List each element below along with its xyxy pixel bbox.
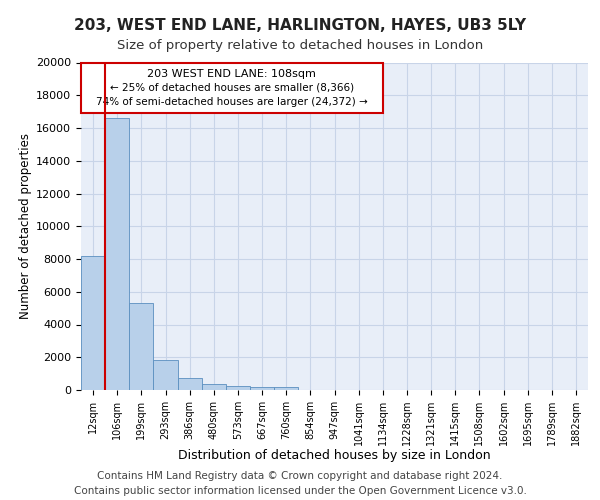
Bar [129, 303, 154, 390]
Text: 203 WEST END LANE: 108sqm: 203 WEST END LANE: 108sqm [148, 68, 316, 78]
Text: 203, WEST END LANE, HARLINGTON, HAYES, UB3 5LY: 203, WEST END LANE, HARLINGTON, HAYES, U… [74, 18, 526, 32]
Text: ← 25% of detached houses are smaller (8,366): ← 25% of detached houses are smaller (8,… [110, 83, 354, 93]
X-axis label: Distribution of detached houses by size in London: Distribution of detached houses by size … [178, 450, 491, 462]
FancyBboxPatch shape [81, 62, 383, 114]
Bar [178, 378, 202, 390]
Bar [250, 386, 274, 390]
Bar [154, 360, 178, 390]
Bar [81, 256, 105, 390]
Y-axis label: Number of detached properties: Number of detached properties [19, 133, 32, 320]
Text: Contains public sector information licensed under the Open Government Licence v3: Contains public sector information licen… [74, 486, 526, 496]
Bar [202, 384, 226, 390]
Text: 74% of semi-detached houses are larger (24,372) →: 74% of semi-detached houses are larger (… [96, 97, 368, 107]
Text: Contains HM Land Registry data © Crown copyright and database right 2024.: Contains HM Land Registry data © Crown c… [97, 471, 503, 481]
Bar [226, 386, 250, 390]
Bar [274, 386, 298, 390]
Bar [105, 118, 129, 390]
Text: Size of property relative to detached houses in London: Size of property relative to detached ho… [117, 39, 483, 52]
